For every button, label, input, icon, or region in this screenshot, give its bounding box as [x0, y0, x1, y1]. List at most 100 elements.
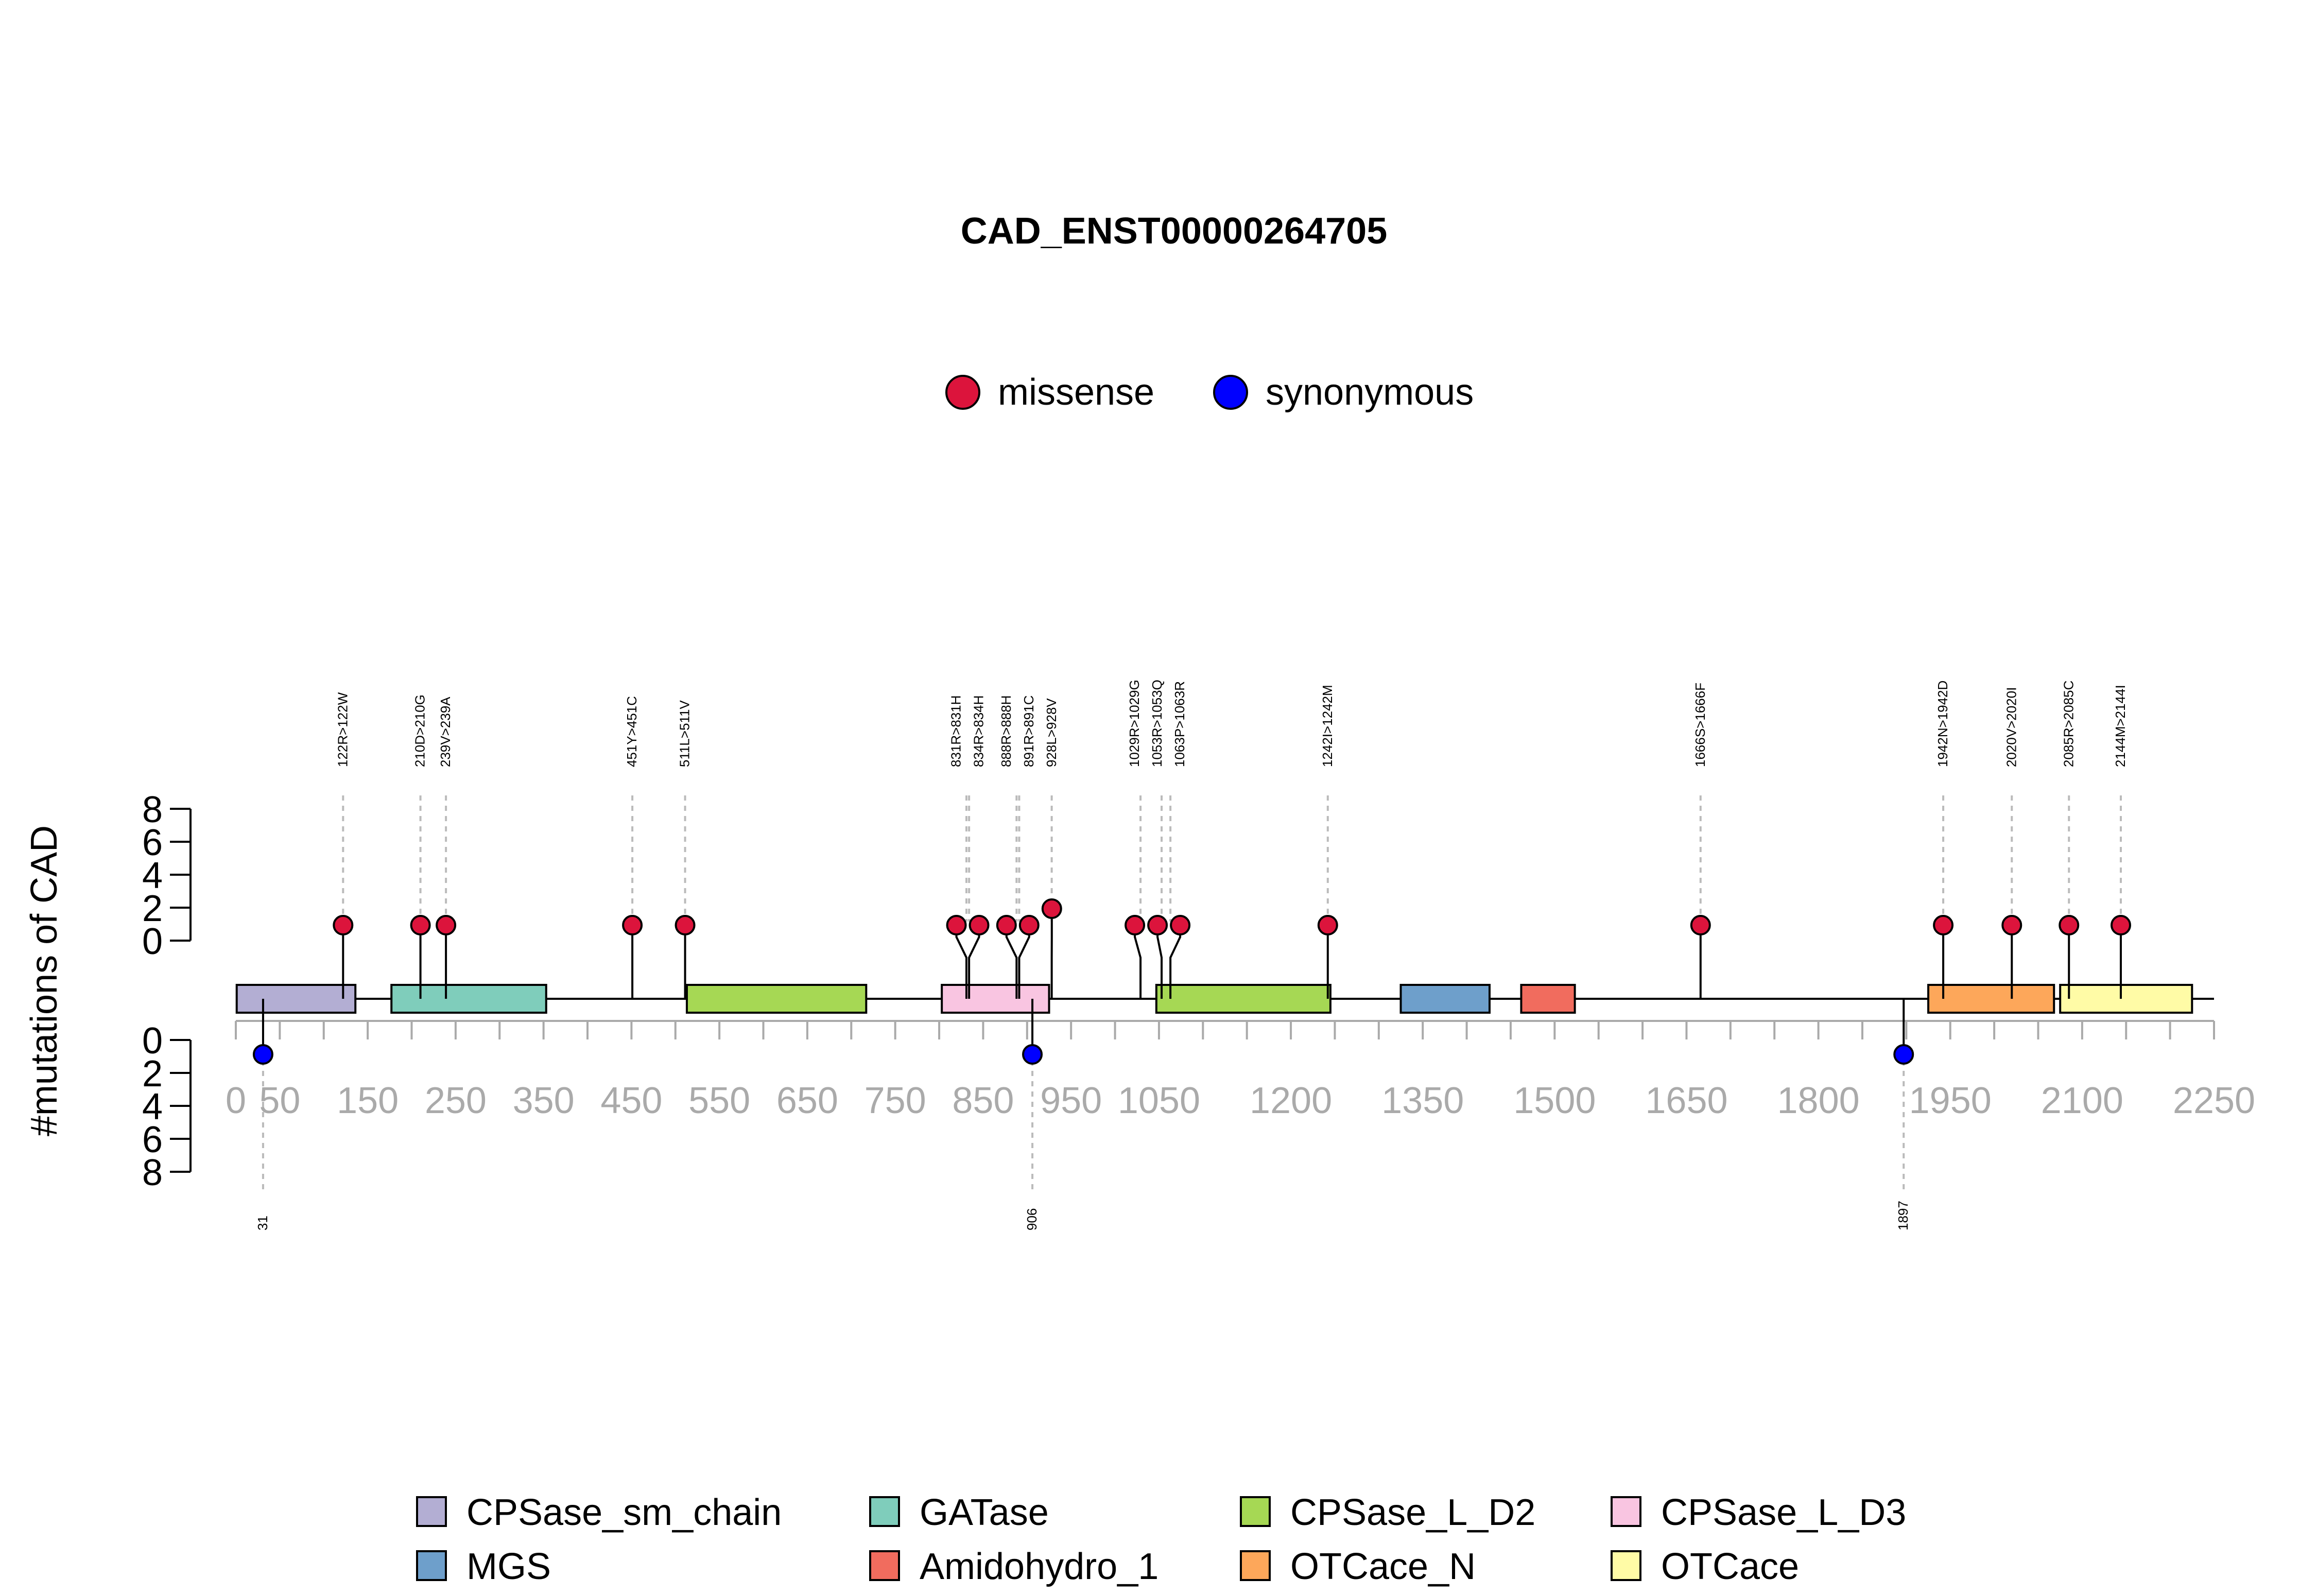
mutation-label-missense: 1242I>1242M — [1320, 685, 1335, 767]
legend-marker-synonymous — [1213, 375, 1248, 410]
mutation-label-missense: 1053R>1053Q — [1149, 680, 1165, 767]
x-tick-label: 650 — [776, 1080, 838, 1121]
mutation-label-missense: 210D>210G — [412, 695, 428, 767]
domain-CPSase_L_D3 — [941, 984, 1050, 1014]
x-tick-label: 850 — [952, 1080, 1014, 1121]
mutation-label-missense: 1942N>1942D — [1935, 681, 1950, 767]
x-tick-label: 150 — [337, 1080, 399, 1121]
domain-boxes — [235, 984, 2193, 1014]
domain-legend-label: GATase — [920, 1492, 1049, 1533]
x-tick-label: 1800 — [1777, 1080, 1860, 1121]
domain-legend-swatch — [869, 1496, 900, 1527]
domain-legend-swatch — [1611, 1550, 1641, 1581]
domain-legend-label: OTCace_N — [1290, 1546, 1476, 1587]
mutation-label-missense: 1029R>1029G — [1127, 680, 1142, 767]
mutation-label-missense: 831R>831H — [948, 696, 964, 768]
domain-Amidohydro_1 — [1520, 984, 1576, 1014]
lollipop-head-missense — [2001, 915, 2022, 935]
lollipop-head-missense — [436, 915, 457, 935]
x-tick-label: 1650 — [1645, 1080, 1727, 1121]
x-tick-label: 350 — [513, 1080, 575, 1121]
y-tick-label-upper: 8 — [142, 789, 163, 830]
mutation-label-synonymous: 31 — [255, 1216, 270, 1230]
x-tick-label: 2250 — [2173, 1080, 2255, 1121]
lollipop-head-missense — [333, 915, 354, 935]
mutation-label-missense: 1063P>1063R — [1172, 681, 1187, 767]
domain-legend-label: MGS — [466, 1546, 551, 1587]
domain-legend: CPSase_sm_chain GATase CPSase_L_D2 CPSase_L… — [416, 1492, 1906, 1587]
lollipop-head-missense — [1690, 915, 1711, 935]
y-axis-label: #mutations of CAD — [24, 825, 65, 1136]
y-tick-label-lower: 8 — [142, 1152, 163, 1193]
x-tick-label: 1200 — [1250, 1080, 1332, 1121]
lollipop-head-missense — [2059, 915, 2080, 935]
domain-OTCace — [2059, 984, 2193, 1014]
domain-legend-swatch — [869, 1550, 900, 1581]
domain-legend-swatch — [416, 1496, 447, 1527]
x-tick-label: 1950 — [1909, 1080, 1992, 1121]
y-tick-label-upper: 6 — [142, 822, 163, 863]
mutation-label-missense: 834R>834H — [971, 696, 987, 768]
legend-marker-missense — [945, 375, 980, 410]
mutation-labels: 122R>122W 210D>210G 239V>239A 451Y>451C 511L… — [255, 680, 2128, 1230]
lollipop-head-missense — [675, 915, 696, 935]
x-tick-label: 1350 — [1381, 1080, 1464, 1121]
lollipop-head-missense — [996, 915, 1017, 935]
chart-title: CAD_ENST00000264705 — [961, 211, 1388, 252]
domain-MGS — [1399, 984, 1491, 1014]
lollipop-head-missense — [1147, 915, 1168, 935]
x-tick-label: 1500 — [1513, 1080, 1596, 1121]
y-tick-label-upper: 0 — [142, 921, 163, 962]
lollipop-head-missense — [2110, 915, 2131, 935]
mutation-label-synonymous: 906 — [1024, 1208, 1040, 1230]
x-axis: 0 50 150 250 350 450 550 650 750 850 950 1050 1200 13… — [226, 1020, 2255, 1121]
x-tick-label: 1050 — [1118, 1080, 1200, 1121]
mutation-guide-lines — [262, 795, 2122, 1194]
x-tick-label: 2100 — [2041, 1080, 2123, 1121]
mutation-label-missense: 122R>122W — [335, 692, 350, 767]
y-tick-label-lower: 4 — [142, 1086, 163, 1127]
lollipop-head-missense — [622, 915, 643, 935]
lollipop-head-missense — [1018, 915, 1040, 935]
mutation-label-missense: 1666S>1666F — [1692, 683, 1708, 767]
legend-label-missense: missense — [998, 372, 1154, 413]
x-tick-label: 450 — [600, 1080, 662, 1121]
mutation-label-missense: 2020V>2020I — [2003, 687, 2019, 767]
legend-label-synonymous: synonymous — [1266, 372, 1474, 413]
mutation-label-missense: 928L>928V — [1044, 698, 1059, 767]
mutation-label-missense: 888R>888H — [998, 696, 1014, 767]
lollipop-head-missense — [969, 915, 990, 935]
domain-legend-label: CPSase_L_D2 — [1290, 1492, 1535, 1533]
domain-legend-label: OTCace — [1661, 1546, 1799, 1587]
y-tick-label-upper: 2 — [142, 888, 163, 929]
lollipop-head-missense — [410, 915, 431, 935]
domain-GATase — [390, 984, 547, 1014]
mutation-label-missense: 891R>891C — [1021, 696, 1036, 767]
domain-legend-swatch — [1611, 1496, 1641, 1527]
stem-missense — [1134, 925, 1142, 999]
domain-legend-label: Amidohydro_1 — [920, 1546, 1158, 1587]
lollipop-head-missense — [1170, 915, 1191, 935]
y-tick-label-lower: 0 — [142, 1020, 163, 1062]
domain-legend-label: CPSase_sm_chain — [466, 1492, 782, 1533]
mutation-legend: missense synonymous — [945, 372, 1474, 413]
x-tick-label: 50 — [259, 1080, 300, 1121]
domain-OTCace_N — [1927, 984, 2055, 1014]
lollipop-head-missense — [946, 915, 967, 935]
x-tick-label: 550 — [688, 1080, 750, 1121]
y-tick-label-lower: 6 — [142, 1119, 163, 1160]
lollipop-head-missense — [1041, 898, 1062, 919]
mutation-label-missense: 2144M>2144I — [2113, 685, 2128, 767]
domain-legend-label: CPSase_L_D3 — [1661, 1492, 1906, 1533]
x-tick-label: 750 — [864, 1080, 926, 1121]
lollipop-head-synonymous — [1893, 1044, 1914, 1065]
x-tick-label: 950 — [1040, 1080, 1102, 1121]
domain-legend-swatch — [1240, 1550, 1271, 1581]
mutation-label-missense: 511L>511V — [677, 700, 693, 767]
domain-legend-swatch — [1240, 1496, 1271, 1527]
domain-CPSase_sm_chain — [235, 984, 357, 1014]
y-tick-label-upper: 4 — [142, 855, 163, 896]
y-tick-label-lower: 2 — [142, 1053, 163, 1095]
lollipop-head-synonymous — [252, 1044, 273, 1065]
